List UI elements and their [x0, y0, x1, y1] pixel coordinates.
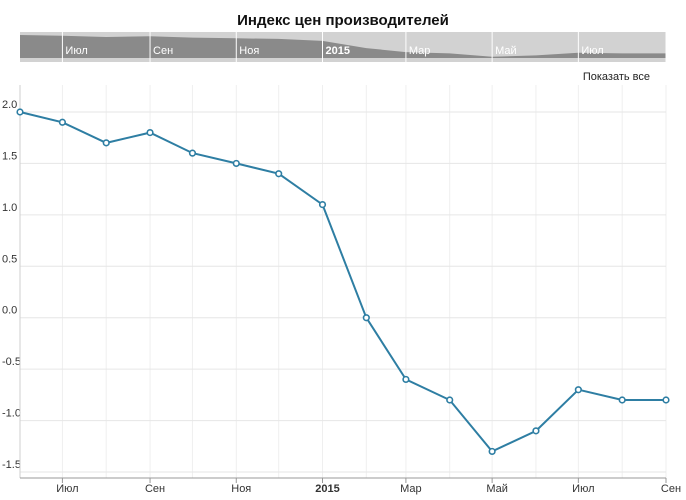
- navigator-baseline: [20, 58, 666, 62]
- x-tick-label: Июл: [572, 483, 594, 495]
- navigator-bar[interactable]: Июл Сен Ноя 2015 Мар Май Июл Сен: [0, 32, 686, 62]
- data-point: [574, 386, 582, 394]
- x-tick-label: Сен: [661, 483, 681, 495]
- y-tick-label: 0.0: [2, 305, 17, 317]
- y-tick-label: 1.0: [2, 202, 17, 214]
- data-point: [402, 375, 410, 384]
- data-point: [102, 139, 110, 147]
- data-point: [318, 200, 327, 209]
- show-all-button[interactable]: Показать все: [582, 71, 650, 83]
- series-line: [19, 111, 666, 453]
- data-point: [446, 396, 454, 404]
- navigator-tick-label: Мар: [409, 45, 431, 57]
- x-tick-label: Май: [486, 483, 508, 495]
- chart-title: Индекс цен производителей: [237, 12, 449, 29]
- data-point: [532, 427, 540, 435]
- data-point: [488, 447, 496, 456]
- navigator-tick-label: 2015: [326, 45, 350, 57]
- data-point: [275, 170, 283, 178]
- x-tick-label: Июл: [56, 483, 78, 495]
- navigator-tick-label: Май: [495, 45, 517, 57]
- x-tick-label: Мар: [400, 483, 422, 495]
- navigator-tick-label: Июл: [581, 45, 603, 57]
- data-point: [232, 159, 240, 168]
- y-tick-label: -1.0: [2, 408, 21, 420]
- y-tick-label: -1.5: [2, 459, 21, 471]
- x-tick-label: Сен: [145, 483, 165, 495]
- data-point: [58, 118, 67, 126]
- navigator-tick-label: Ноя: [239, 45, 259, 57]
- y-tick-label: 2.0: [2, 99, 17, 111]
- data-point: [362, 314, 370, 322]
- y-tick-label: 1.5: [2, 150, 17, 162]
- x-tick-label: Ноя: [231, 483, 251, 495]
- x-tick-label: 2015: [315, 483, 339, 495]
- y-tick-label: 0.5: [2, 253, 17, 265]
- navigator-tick-label: Сен: [669, 45, 686, 57]
- data-point: [188, 149, 197, 157]
- data-point: [618, 396, 626, 404]
- data-point: [662, 396, 670, 404]
- data-point: [16, 108, 24, 116]
- navigator-tick-label: Сен: [153, 45, 173, 57]
- navigator-tick-label: Июл: [65, 45, 87, 57]
- y-tick-label: -0.5: [2, 356, 21, 368]
- navigator-series-area: [20, 35, 666, 58]
- data-point: [146, 128, 154, 137]
